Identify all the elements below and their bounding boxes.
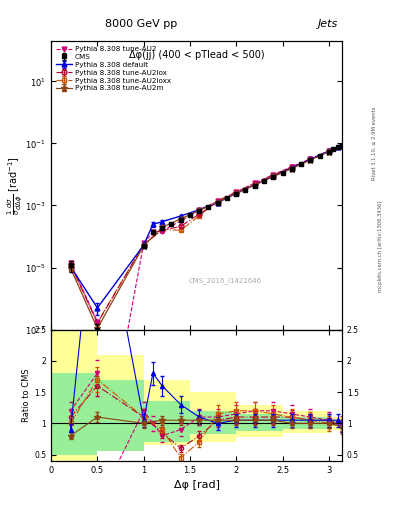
Bar	[190, 411, 236, 434]
Bar	[190, 392, 236, 442]
Text: 8000 GeV pp: 8000 GeV pp	[105, 19, 178, 30]
X-axis label: Δφ [rad]: Δφ [rad]	[173, 480, 220, 490]
Bar	[329, 420, 342, 426]
Text: CMS_2016_I1421646: CMS_2016_I1421646	[189, 277, 262, 284]
Bar	[329, 417, 342, 430]
Legend: Pythia 8.308 tune-AU2, CMS, Pythia 8.308 default, Pythia 8.308 tune-AU2lox, Pyth: Pythia 8.308 tune-AU2, CMS, Pythia 8.308…	[55, 45, 173, 93]
Bar	[283, 411, 329, 433]
Bar	[70, 373, 97, 455]
Bar	[51, 373, 70, 455]
Text: Jets: Jets	[318, 19, 338, 30]
Bar	[236, 404, 283, 437]
Y-axis label: $\frac{1}{\sigma}\frac{d\sigma}{d\Delta\phi}\ [\mathrm{rad}^{-1}]$: $\frac{1}{\sigma}\frac{d\sigma}{d\Delta\…	[5, 156, 24, 215]
Bar	[97, 355, 144, 452]
Bar	[97, 379, 144, 452]
Bar	[70, 330, 97, 461]
Text: Rivet 3.1.10, ≥ 2.9M events: Rivet 3.1.10, ≥ 2.9M events	[372, 106, 376, 180]
Bar	[51, 330, 70, 461]
Bar	[144, 401, 190, 442]
Text: mcplots.cern.ch [arXiv:1306.3436]: mcplots.cern.ch [arXiv:1306.3436]	[378, 200, 383, 291]
Text: Δφ(jj) (400 < pTlead < 500): Δφ(jj) (400 < pTlead < 500)	[129, 50, 264, 59]
Bar	[283, 417, 329, 429]
Y-axis label: Ratio to CMS: Ratio to CMS	[22, 369, 31, 422]
Bar	[144, 379, 190, 445]
Bar	[236, 414, 283, 432]
